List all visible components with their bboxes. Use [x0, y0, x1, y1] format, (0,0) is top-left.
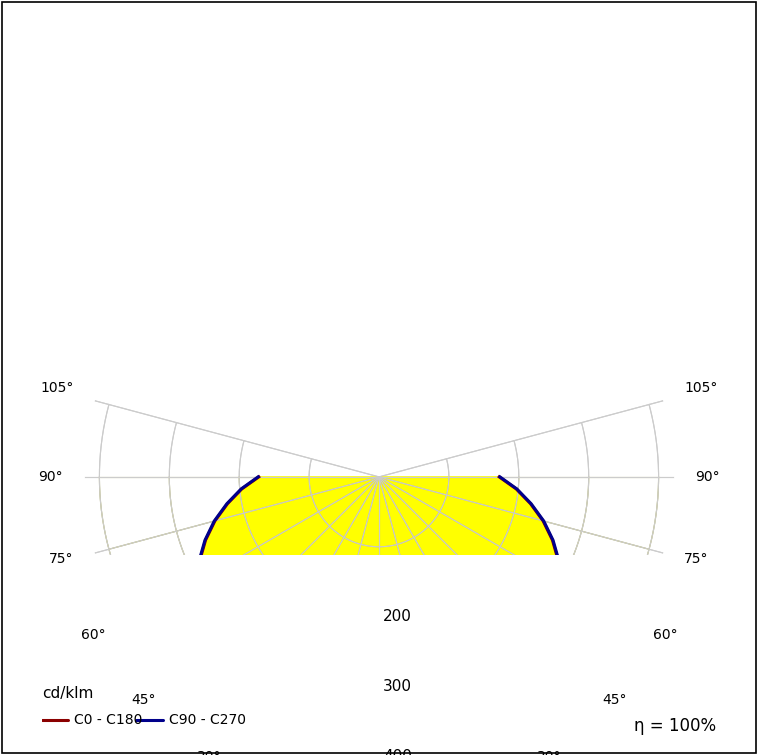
- Text: C90 - C270: C90 - C270: [169, 713, 246, 728]
- Text: 60°: 60°: [81, 628, 105, 642]
- Text: C0 - C180: C0 - C180: [74, 713, 143, 728]
- Text: 30°: 30°: [537, 750, 562, 755]
- Text: 105°: 105°: [684, 381, 718, 395]
- Text: 75°: 75°: [49, 552, 74, 565]
- Text: 400: 400: [384, 749, 412, 755]
- Text: 90°: 90°: [39, 470, 63, 484]
- Text: 105°: 105°: [40, 381, 74, 395]
- Text: 90°: 90°: [695, 470, 719, 484]
- Text: 200: 200: [384, 609, 412, 624]
- Text: η = 100%: η = 100%: [634, 717, 716, 735]
- Text: 75°: 75°: [684, 552, 709, 565]
- Text: cd/klm: cd/klm: [42, 686, 93, 701]
- Text: 60°: 60°: [653, 628, 677, 642]
- Polygon shape: [197, 477, 561, 748]
- Text: 300: 300: [384, 679, 412, 694]
- Text: 30°: 30°: [196, 750, 221, 755]
- Text: 45°: 45°: [603, 693, 627, 707]
- Text: 45°: 45°: [131, 693, 155, 707]
